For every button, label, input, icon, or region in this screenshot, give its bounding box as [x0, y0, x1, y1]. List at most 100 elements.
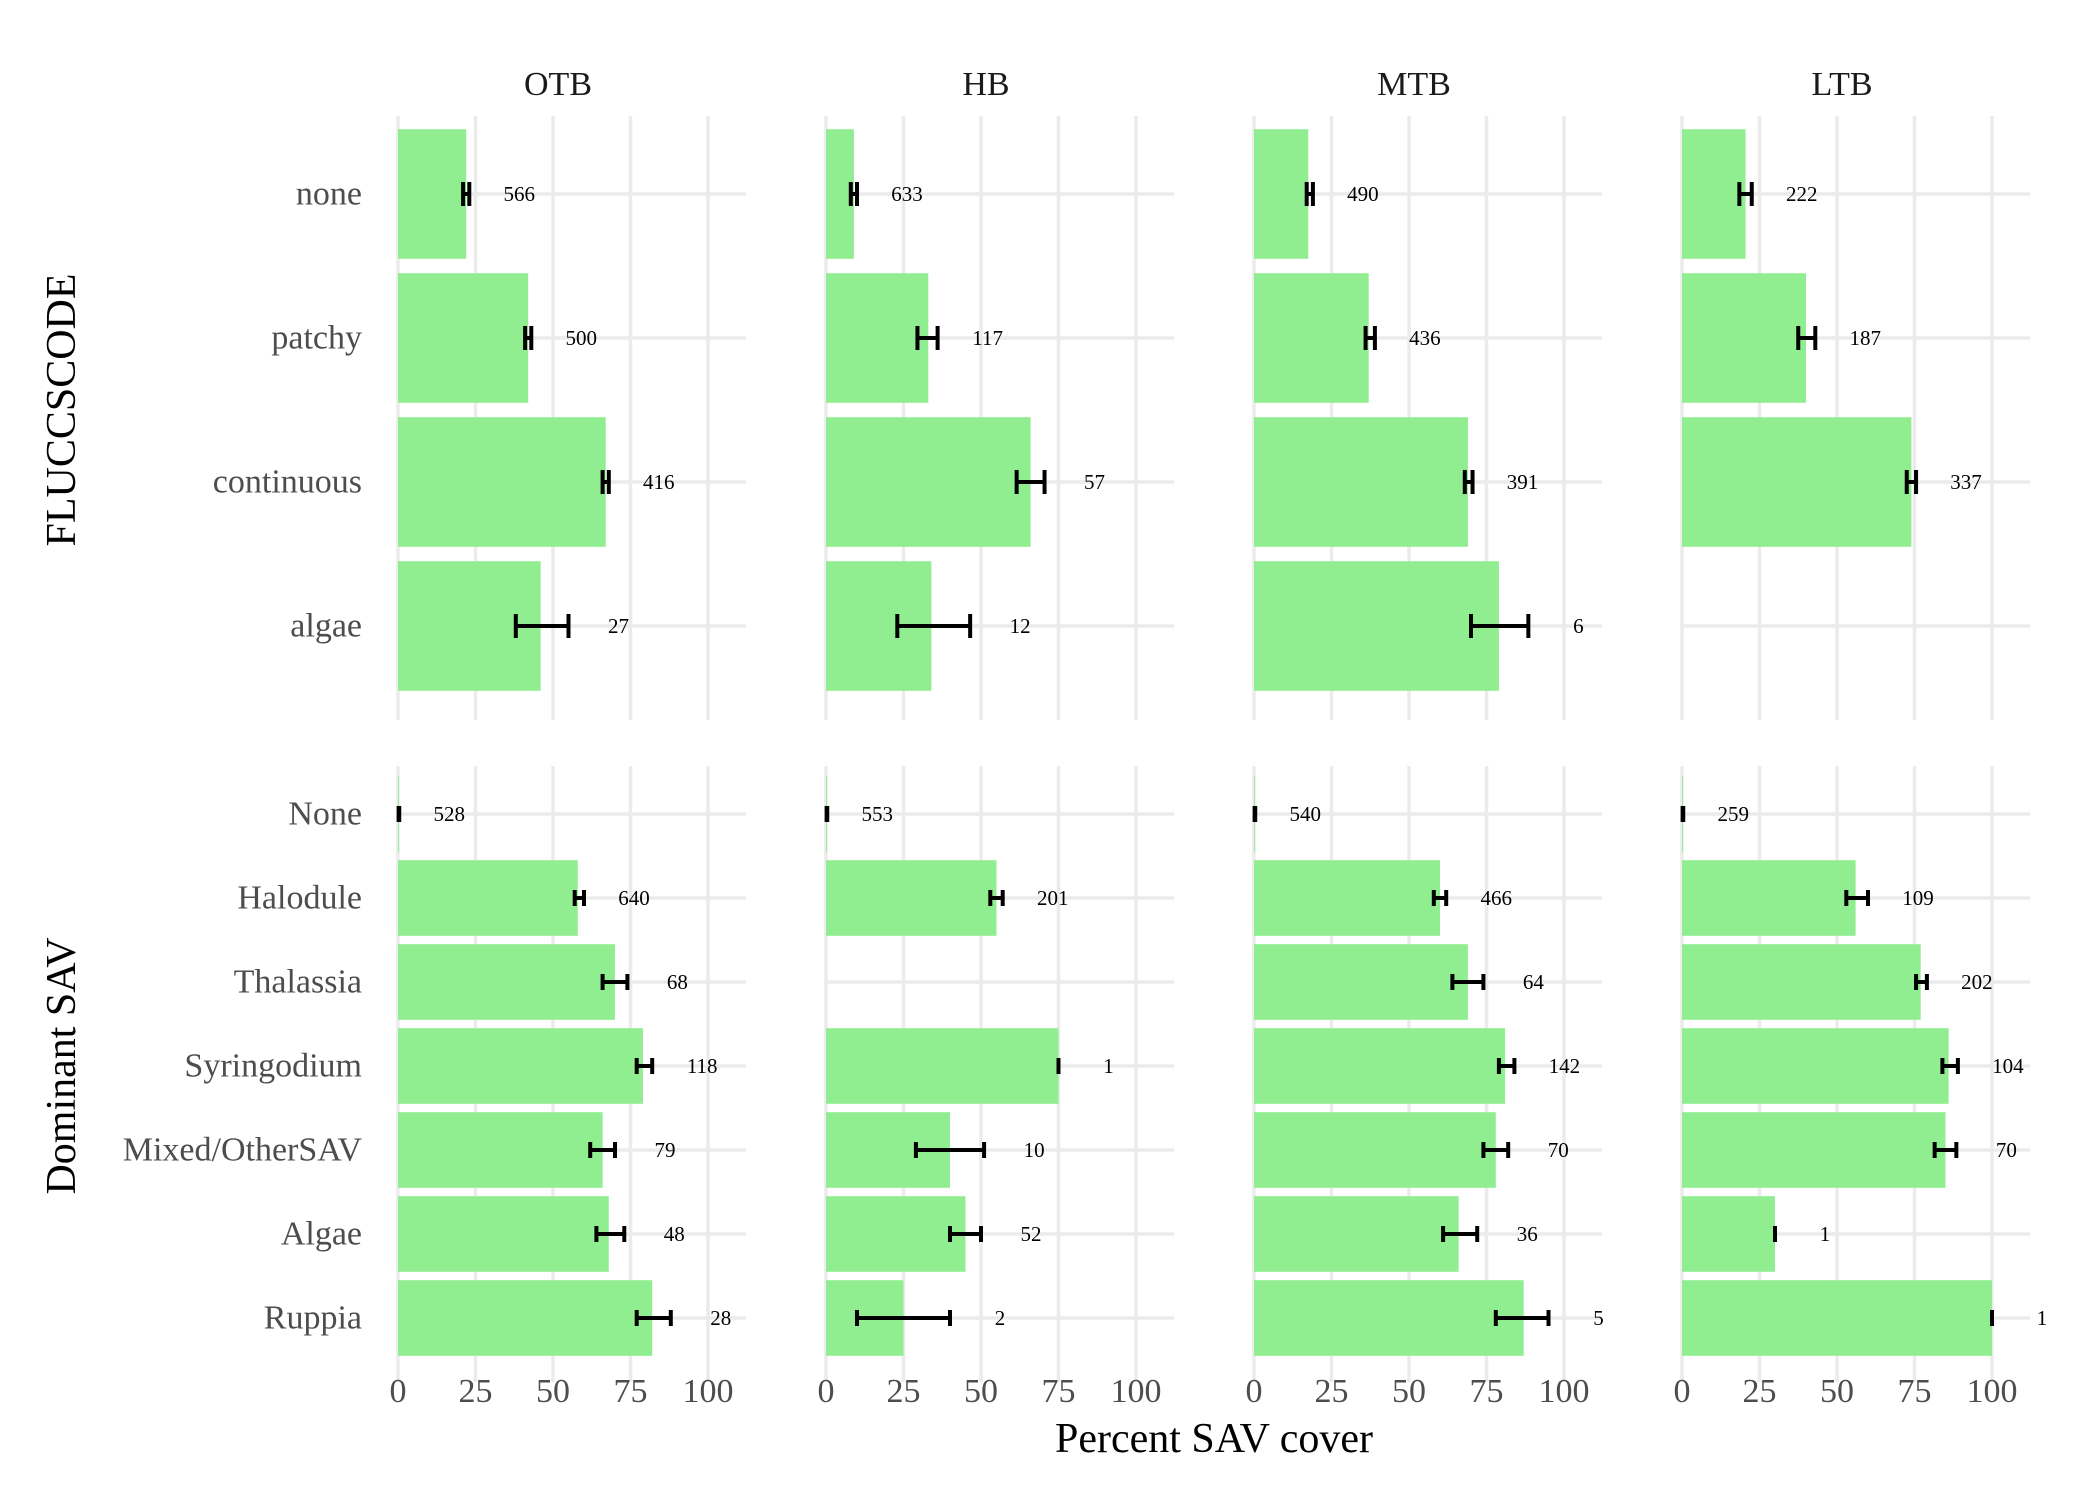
x-tick-label: 100	[1539, 1373, 1590, 1410]
x-tick-label: 25	[1315, 1373, 1349, 1410]
bar	[1254, 417, 1468, 547]
category-label: Mixed/OtherSAV	[123, 1132, 363, 1169]
x-tick-label: 50	[964, 1373, 998, 1410]
x-tick-label: 0	[818, 1373, 835, 1410]
bar	[1682, 129, 1746, 259]
sample-size-label: 1	[1103, 1054, 1114, 1078]
sample-size-label: 70	[1548, 1138, 1569, 1162]
x-tick-label: 100	[1967, 1373, 2018, 1410]
bar	[1254, 860, 1440, 936]
bar	[398, 944, 615, 1020]
bar	[1682, 1028, 1949, 1104]
sample-size-label: 1	[2037, 1306, 2048, 1330]
x-tick-label: 0	[1246, 1373, 1263, 1410]
bar	[398, 1112, 603, 1188]
sample-size-label: 117	[972, 326, 1003, 350]
sample-size-label: 64	[1523, 970, 1545, 994]
bar	[398, 273, 529, 403]
sample-size-label: 68	[667, 970, 688, 994]
sample-size-label: 528	[433, 802, 465, 826]
sample-size-label: 202	[1961, 970, 1993, 994]
bar	[826, 417, 1031, 547]
row-axis-title: FLUCCSCODE	[39, 273, 85, 546]
category-label: None	[288, 796, 362, 833]
sample-size-label: 6	[1573, 614, 1584, 638]
sample-size-label: 36	[1517, 1222, 1538, 1246]
bar	[826, 1028, 1059, 1104]
x-tick-label: 75	[1898, 1373, 1932, 1410]
sample-size-label: 109	[1902, 886, 1934, 910]
sample-size-label: 466	[1480, 886, 1512, 910]
category-label: Algae	[281, 1216, 362, 1253]
bar	[826, 1196, 966, 1272]
sample-size-label: 70	[1996, 1138, 2017, 1162]
sample-size-label: 490	[1347, 182, 1379, 206]
category-label: patchy	[271, 320, 362, 357]
bar	[398, 1196, 609, 1272]
x-tick-label: 100	[1111, 1373, 1162, 1410]
x-tick-label: 50	[536, 1373, 570, 1410]
category-label: Halodule	[237, 880, 362, 917]
row-axis-title: Dominant SAV	[39, 937, 85, 1194]
sample-size-label: 259	[1717, 802, 1749, 826]
x-tick-label: 0	[1674, 1373, 1691, 1410]
bar	[1254, 273, 1369, 403]
x-tick-label: 25	[1743, 1373, 1777, 1410]
sample-size-label: 104	[1992, 1054, 2024, 1078]
bar	[398, 129, 467, 259]
sample-size-label: 566	[504, 182, 536, 206]
category-label: Ruppia	[264, 1300, 362, 1337]
bar	[1682, 944, 1921, 1020]
facet-strip-label: HB	[962, 66, 1009, 103]
x-tick-label: 75	[614, 1373, 648, 1410]
sample-size-label: 500	[566, 326, 598, 350]
x-tick-label: 25	[887, 1373, 921, 1410]
sample-size-label: 337	[1950, 470, 1982, 494]
sample-size-label: 222	[1786, 182, 1818, 206]
facet-strip-label: OTB	[524, 66, 592, 103]
bar	[1254, 1028, 1506, 1104]
sample-size-label: 12	[1010, 614, 1031, 638]
sample-size-label: 1	[1820, 1222, 1831, 1246]
bar	[1682, 860, 1856, 936]
bar	[1254, 1280, 1524, 1356]
bar	[1682, 273, 1806, 403]
x-axis-title: Percent SAV cover	[1055, 1416, 1373, 1462]
category-label: continuous	[213, 464, 362, 501]
sample-size-label: 540	[1289, 802, 1321, 826]
sample-size-label: 2	[995, 1306, 1006, 1330]
bar	[1254, 1196, 1459, 1272]
bar	[826, 860, 997, 936]
x-tick-label: 100	[683, 1373, 734, 1410]
category-label: Thalassia	[234, 964, 362, 1001]
sample-size-label: 633	[891, 182, 923, 206]
category-label: none	[296, 176, 362, 213]
sample-size-label: 28	[710, 1306, 731, 1330]
bar	[1254, 1112, 1496, 1188]
x-tick-label: 75	[1042, 1373, 1076, 1410]
bar	[1682, 417, 1912, 547]
x-tick-label: 25	[459, 1373, 493, 1410]
sample-size-label: 27	[608, 614, 629, 638]
x-tick-label: 0	[390, 1373, 407, 1410]
bar	[398, 1280, 653, 1356]
category-label: Syringodium	[184, 1048, 362, 1085]
bar	[826, 273, 929, 403]
facet-strip-label: LTB	[1811, 66, 1872, 103]
bar	[1682, 1196, 1775, 1272]
sample-size-label: 142	[1549, 1054, 1581, 1078]
bar	[398, 417, 606, 547]
bar	[398, 860, 578, 936]
bar	[1254, 944, 1468, 1020]
sample-size-label: 79	[655, 1138, 676, 1162]
sample-size-label: 118	[687, 1054, 718, 1078]
sample-size-label: 416	[643, 470, 675, 494]
sample-size-label: 553	[861, 802, 893, 826]
bar	[398, 1028, 643, 1104]
facet-strip-label: MTB	[1377, 66, 1451, 103]
x-tick-label: 50	[1392, 1373, 1426, 1410]
bar	[1254, 561, 1499, 691]
sample-size-label: 52	[1021, 1222, 1042, 1246]
x-tick-label: 50	[1820, 1373, 1854, 1410]
